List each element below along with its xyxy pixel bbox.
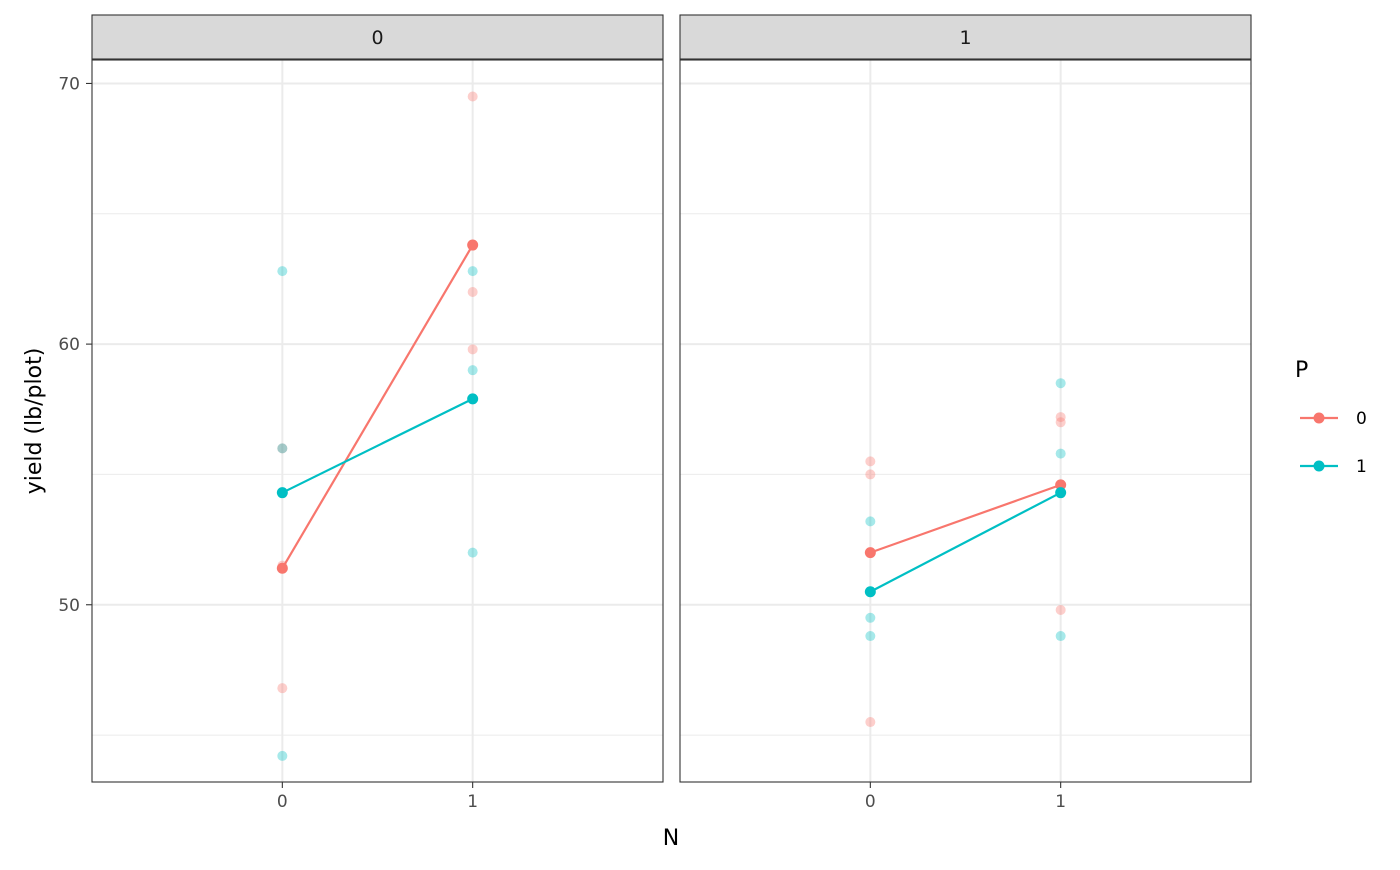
x-axis-title: N (663, 826, 679, 851)
y-tick-label: 60 (58, 335, 80, 355)
mean-point (276, 562, 288, 574)
raw-data-point (865, 631, 876, 642)
raw-data-point (467, 344, 478, 355)
raw-data-point (865, 456, 876, 467)
mean-point (1055, 487, 1067, 499)
raw-data-point (865, 469, 876, 480)
x-tick-label: 0 (277, 792, 288, 812)
raw-data-point (865, 612, 876, 623)
panel-background (680, 60, 1251, 782)
facet-strip-label: 1 (959, 27, 971, 49)
legend-key-point (1313, 460, 1325, 472)
raw-data-point (467, 365, 478, 376)
facet-strip-label: 0 (371, 27, 383, 49)
raw-data-point (865, 516, 876, 527)
raw-data-point (467, 547, 478, 558)
facet-strip (91, 14, 664, 60)
raw-data-point (277, 443, 288, 454)
y-tick-label: 70 (58, 74, 80, 94)
raw-data-point (1055, 631, 1066, 642)
raw-data-point (277, 750, 288, 761)
x-tick-label: 1 (467, 792, 478, 812)
raw-data-point (1055, 604, 1066, 615)
raw-data-point (865, 717, 876, 728)
mean-point (276, 487, 288, 499)
raw-data-point (1055, 448, 1066, 459)
mean-point (467, 393, 479, 405)
raw-data-point (467, 266, 478, 277)
legend-title: P (1295, 358, 1308, 383)
raw-data-point (277, 266, 288, 277)
legend-key-point (1313, 412, 1325, 424)
raw-data-point (467, 91, 478, 102)
panel-border (679, 59, 1252, 783)
mean-point (864, 547, 876, 559)
mean-line (281, 244, 474, 569)
raw-data-point (1055, 417, 1066, 428)
raw-data-point (277, 443, 288, 454)
raw-data-point (467, 286, 478, 297)
y-tick-label: 50 (58, 596, 80, 616)
y-axis-title: yield (lb/plot) (22, 348, 47, 495)
legend-label: 1 (1356, 457, 1367, 477)
raw-data-point (1055, 378, 1066, 389)
x-tick-label: 0 (865, 792, 876, 812)
mean-point (467, 239, 479, 251)
x-tick-label: 1 (1055, 792, 1066, 812)
mean-point (864, 586, 876, 598)
mean-line (869, 491, 1062, 593)
panel-background (92, 60, 663, 782)
raw-data-point (277, 683, 288, 694)
raw-data-point (1055, 412, 1066, 423)
panel-border (91, 59, 664, 783)
mean-point (1055, 479, 1067, 491)
legend-label: 0 (1356, 409, 1367, 429)
mean-line (869, 483, 1062, 554)
mean-line (281, 397, 474, 494)
facet-strip (679, 14, 1252, 60)
